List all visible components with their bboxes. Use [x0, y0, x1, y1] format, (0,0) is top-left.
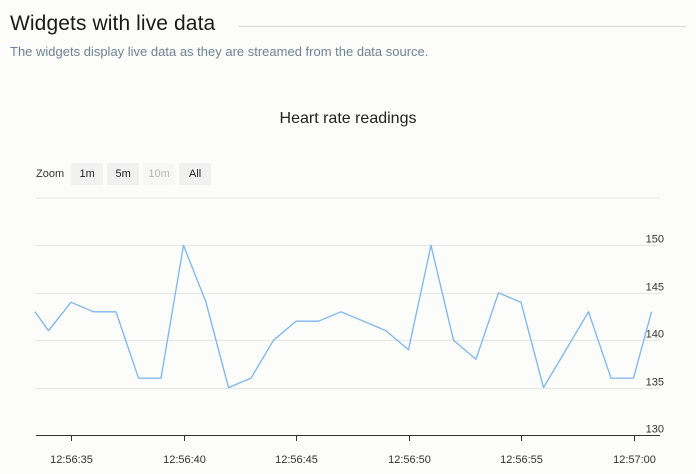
page-title: Widgets with live data	[10, 12, 216, 35]
y-tick-label: 135	[646, 377, 664, 389]
y-tick-label: 145	[646, 282, 664, 294]
x-tick-label: 12:56:50	[388, 454, 431, 466]
zoom-controls: Zoom 1m 5m 10m All	[36, 163, 215, 185]
series-line	[34, 244, 653, 389]
zoom-5m-button[interactable]: 5m	[107, 163, 140, 185]
x-tick-label: 12:56:40	[163, 454, 206, 466]
y-tick-label: 150	[646, 234, 664, 246]
zoom-1m-button[interactable]: 1m	[71, 163, 104, 185]
chart-title: Heart rate readings	[279, 110, 417, 127]
zoom-all-button[interactable]: All	[179, 163, 212, 185]
zoom-10m-button: 10m	[143, 163, 176, 185]
title-divider	[239, 25, 686, 27]
x-tick-label: 12:56:35	[50, 454, 93, 466]
x-tick-label: 12:57:00	[613, 454, 656, 466]
x-tick-label: 12:56:55	[500, 454, 543, 466]
page-subtitle: The widgets display live data as they ar…	[10, 44, 429, 59]
x-tick-label: 12:56:45	[275, 454, 318, 466]
page-header: Widgets with live data	[10, 8, 686, 40]
zoom-label: Zoom	[36, 168, 65, 180]
y-tick-label: 130	[646, 424, 664, 436]
y-tick-label: 140	[646, 329, 664, 341]
